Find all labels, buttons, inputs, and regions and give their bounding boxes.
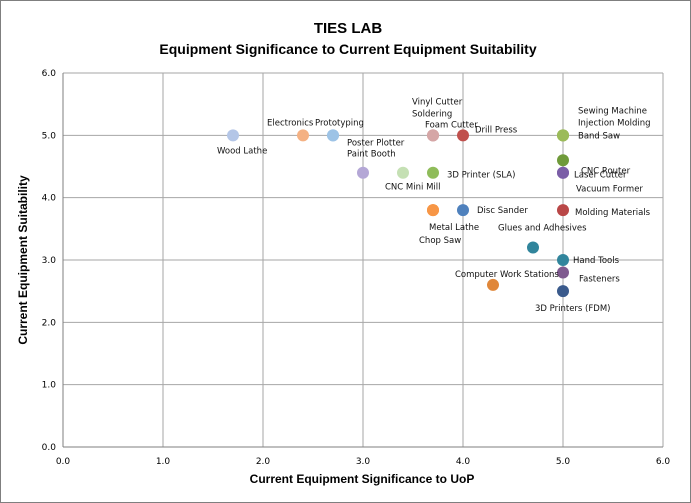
y-tick-label: 2.0 [42,318,57,328]
data-point [557,285,569,298]
point-label: Vacuum Former [576,185,643,195]
point-label: Electronics [267,118,314,128]
point-label: Soldering [412,109,452,119]
chart-subtitle: Equipment Significance to Current Equipm… [159,41,536,57]
data-point [557,129,569,142]
data-point [357,166,369,179]
x-tick-label: 3.0 [356,457,371,467]
x-tick-label: 0.0 [56,457,71,467]
point-label: CNC Router [581,166,631,176]
point-label: 3D Printer (SLA) [447,171,515,181]
x-axis-title: Current Equipment Significance to UoP [250,472,475,486]
y-tick-label: 6.0 [42,69,57,79]
point-label: Prototyping [315,118,364,128]
point-label: Disc Sander [477,206,528,216]
x-tick-label: 6.0 [656,457,671,467]
point-label: Fasteners [579,274,620,284]
point-label: Metal Lathe [429,223,479,233]
data-point [427,204,439,217]
data-point [457,204,469,217]
point-label: Injection Molding [578,118,651,128]
data-point [527,241,539,254]
x-tick-label: 2.0 [256,457,271,467]
point-label: Vinyl Cutter [412,97,463,107]
data-point [427,166,439,179]
data-point [487,278,499,291]
point-label: Paint Booth [347,150,396,160]
y-tick-label: 3.0 [42,256,57,266]
point-label: CNC Mini Mill [385,183,441,193]
data-point [427,129,439,142]
data-point [397,166,409,179]
y-tick-label: 0.0 [42,443,57,453]
point-label: Poster Plotter [347,138,405,148]
point-label: Chop Saw [419,236,461,246]
y-tick-label: 1.0 [42,381,57,391]
x-tick-label: 4.0 [456,457,471,467]
point-label: Sewing Machine [578,106,647,116]
data-point [557,166,569,179]
data-point [557,266,569,279]
point-label: Wood Lathe [217,146,267,156]
y-axis-title: Current Equipment Suitability [16,175,30,345]
data-point [457,129,469,142]
data-point [297,129,309,142]
y-tick-label: 4.0 [42,194,57,204]
point-label: Molding Materials [575,208,651,218]
point-label: Glues and Adhesives [498,224,587,234]
point-label: Foam Cutter [425,120,478,130]
x-tick-label: 5.0 [556,457,571,467]
point-label: Laser Cutter [574,171,627,181]
point-label: Band Saw [578,131,620,141]
data-point [557,154,569,167]
x-tick-label: 1.0 [156,457,171,467]
plot-area: 0.0 1.0 2.0 3.0 4.0 5.0 6.0 0.0 1.0 2.0 3.0 4.0 5.0 6… [42,69,671,467]
data-point [227,129,239,142]
data-point [557,204,569,217]
point-label: 3D Printers (FDM) [535,304,610,314]
data-point [327,129,339,142]
point-label: Computer Work Stations [455,270,559,280]
y-tick-label: 5.0 [42,131,57,141]
data-point [557,254,569,266]
point-label: Drill Press [475,125,518,135]
point-label: Hand Tools [573,256,620,266]
chart-title: TIES LAB [314,20,383,37]
